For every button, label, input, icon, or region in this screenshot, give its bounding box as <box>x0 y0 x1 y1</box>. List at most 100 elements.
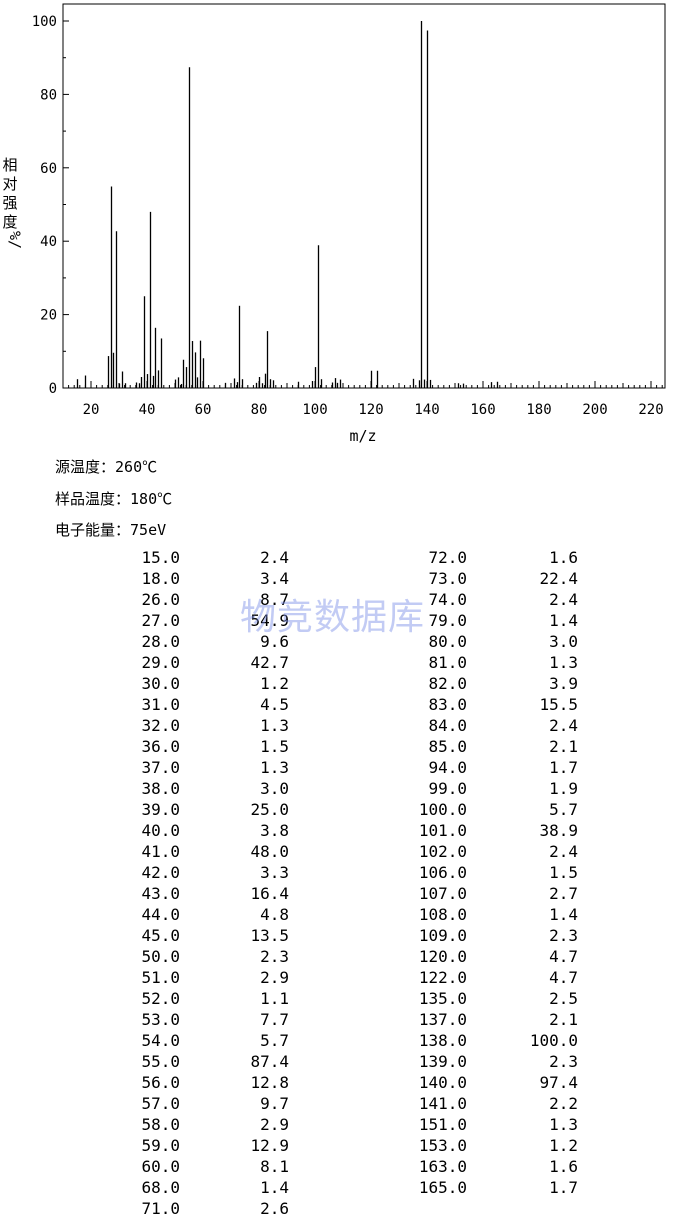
peak-intensity: 1.1 <box>260 989 289 1008</box>
peak-intensity: 25.0 <box>250 800 289 819</box>
peak-mz: 38.0 <box>141 779 180 798</box>
y-tick-label: 0 <box>49 381 57 397</box>
spectrum-bars <box>76 21 499 388</box>
peak-intensity: 13.5 <box>250 926 289 945</box>
peak-intensity: 1.5 <box>549 863 578 882</box>
peak-intensity: 1.7 <box>549 758 578 777</box>
peak-mz: 60.0 <box>141 1157 180 1176</box>
y-tick-label: 100 <box>32 14 57 30</box>
peak-intensity: 2.7 <box>549 884 578 903</box>
peak-intensity: 1.2 <box>549 1136 578 1155</box>
peak-intensity: 97.4 <box>539 1073 578 1092</box>
x-tick-label: 140 <box>414 402 439 418</box>
energy-value: 75eV <box>130 521 167 539</box>
peak-intensity: 12.8 <box>250 1073 289 1092</box>
peak-intensity: 3.9 <box>549 674 578 693</box>
x-axis-label: m/z <box>349 427 376 445</box>
peak-mz: 122.0 <box>418 968 467 987</box>
peak-intensity: 2.2 <box>549 1094 578 1113</box>
x-tick-label: 160 <box>470 402 495 418</box>
peak-intensity: 1.9 <box>549 779 578 798</box>
peak-intensity: 1.4 <box>549 905 578 924</box>
peak-mz: 80.0 <box>428 632 467 651</box>
peak-intensity: 1.2 <box>260 674 289 693</box>
peak-intensity: 22.4 <box>539 569 578 588</box>
x-tick-label: 60 <box>195 402 212 418</box>
peak-intensity: 48.0 <box>250 842 289 861</box>
x-tick-label: 200 <box>582 402 607 418</box>
peak-mz: 72.0 <box>428 548 467 567</box>
peak-mz: 40.0 <box>141 821 180 840</box>
peak-mz: 102.0 <box>418 842 467 861</box>
peak-intensity: 2.9 <box>260 1115 289 1134</box>
peak-mz: 57.0 <box>141 1094 180 1113</box>
peak-intensity: 16.4 <box>250 884 289 903</box>
peak-mz: 84.0 <box>428 716 467 735</box>
peak-intensity: 12.9 <box>250 1136 289 1155</box>
peak-mz: 58.0 <box>141 1115 180 1134</box>
peak-mz: 94.0 <box>428 758 467 777</box>
peak-mz: 36.0 <box>141 737 180 756</box>
peak-intensity: 2.1 <box>549 1010 578 1029</box>
peak-mz: 29.0 <box>141 653 180 672</box>
peak-mz: 108.0 <box>418 905 467 924</box>
y-axis-label-unit: %/ <box>6 231 24 249</box>
peak-mz: 165.0 <box>418 1178 467 1197</box>
peak-intensity: 2.4 <box>260 548 289 567</box>
y-axis-label-char: 强 <box>2 194 17 212</box>
x-tick-label: 80 <box>251 402 268 418</box>
peak-mz: 39.0 <box>141 800 180 819</box>
axis-ticks: 20 40 60 80 100 120 140 160 180 200 220 0 20 40 60 80 10… <box>32 14 664 418</box>
peak-mz: 83.0 <box>428 695 467 714</box>
peak-intensity: 5.7 <box>549 800 578 819</box>
peak-mz: 135.0 <box>418 989 467 1008</box>
electron-energy: 电子能量：75eV <box>55 519 166 540</box>
peak-mz: 74.0 <box>428 590 467 609</box>
peak-intensity: 2.3 <box>549 1052 578 1071</box>
peak-mz: 37.0 <box>141 758 180 777</box>
peak-intensity: 3.8 <box>260 821 289 840</box>
peak-mz: 81.0 <box>428 653 467 672</box>
peak-mz: 68.0 <box>141 1178 180 1197</box>
peak-intensity: 3.3 <box>260 863 289 882</box>
peak-intensity: 1.3 <box>549 1115 578 1134</box>
peak-intensity: 1.5 <box>260 737 289 756</box>
peak-intensity: 5.7 <box>260 1031 289 1050</box>
x-tick-label: 220 <box>638 402 663 418</box>
peak-mz: 42.0 <box>141 863 180 882</box>
peak-intensity: 7.7 <box>260 1010 289 1029</box>
peak-intensity: 9.7 <box>260 1094 289 1113</box>
peak-mz: 73.0 <box>428 569 467 588</box>
peak-mz: 109.0 <box>418 926 467 945</box>
peak-intensity: 2.3 <box>549 926 578 945</box>
peak-intensity: 4.8 <box>260 905 289 924</box>
peak-intensity: 2.1 <box>549 737 578 756</box>
peak-mz: 26.0 <box>141 590 180 609</box>
peak-mz: 79.0 <box>428 611 467 630</box>
peak-intensity: 38.9 <box>539 821 578 840</box>
peak-mz: 56.0 <box>141 1073 180 1092</box>
peak-mz: 71.0 <box>141 1199 180 1218</box>
x-tick-label: 120 <box>358 402 383 418</box>
source-temperature: 源温度：260℃ <box>55 456 157 477</box>
peak-intensity: 3.4 <box>260 569 289 588</box>
peak-intensity: 4.7 <box>549 947 578 966</box>
peak-mz: 51.0 <box>141 968 180 987</box>
peak-mz: 53.0 <box>141 1010 180 1029</box>
peak-mz: 153.0 <box>418 1136 467 1155</box>
y-tick-label: 20 <box>40 308 57 324</box>
peak-intensity: 1.3 <box>549 653 578 672</box>
sample-temperature: 样品温度：180℃ <box>55 488 172 509</box>
peak-mz: 54.0 <box>141 1031 180 1050</box>
energy-label: 电子能量： <box>55 521 131 539</box>
peak-intensity: 87.4 <box>250 1052 289 1071</box>
peak-mz: 18.0 <box>141 569 180 588</box>
y-axis-label-char: 度 <box>2 213 17 231</box>
peak-intensity: 2.4 <box>549 590 578 609</box>
peak-intensity: 1.4 <box>260 1178 289 1197</box>
peak-mz: 138.0 <box>418 1031 467 1050</box>
peak-mz: 50.0 <box>141 947 180 966</box>
peak-mz: 59.0 <box>141 1136 180 1155</box>
peak-mz: 85.0 <box>428 737 467 756</box>
peak-mz: 55.0 <box>141 1052 180 1071</box>
